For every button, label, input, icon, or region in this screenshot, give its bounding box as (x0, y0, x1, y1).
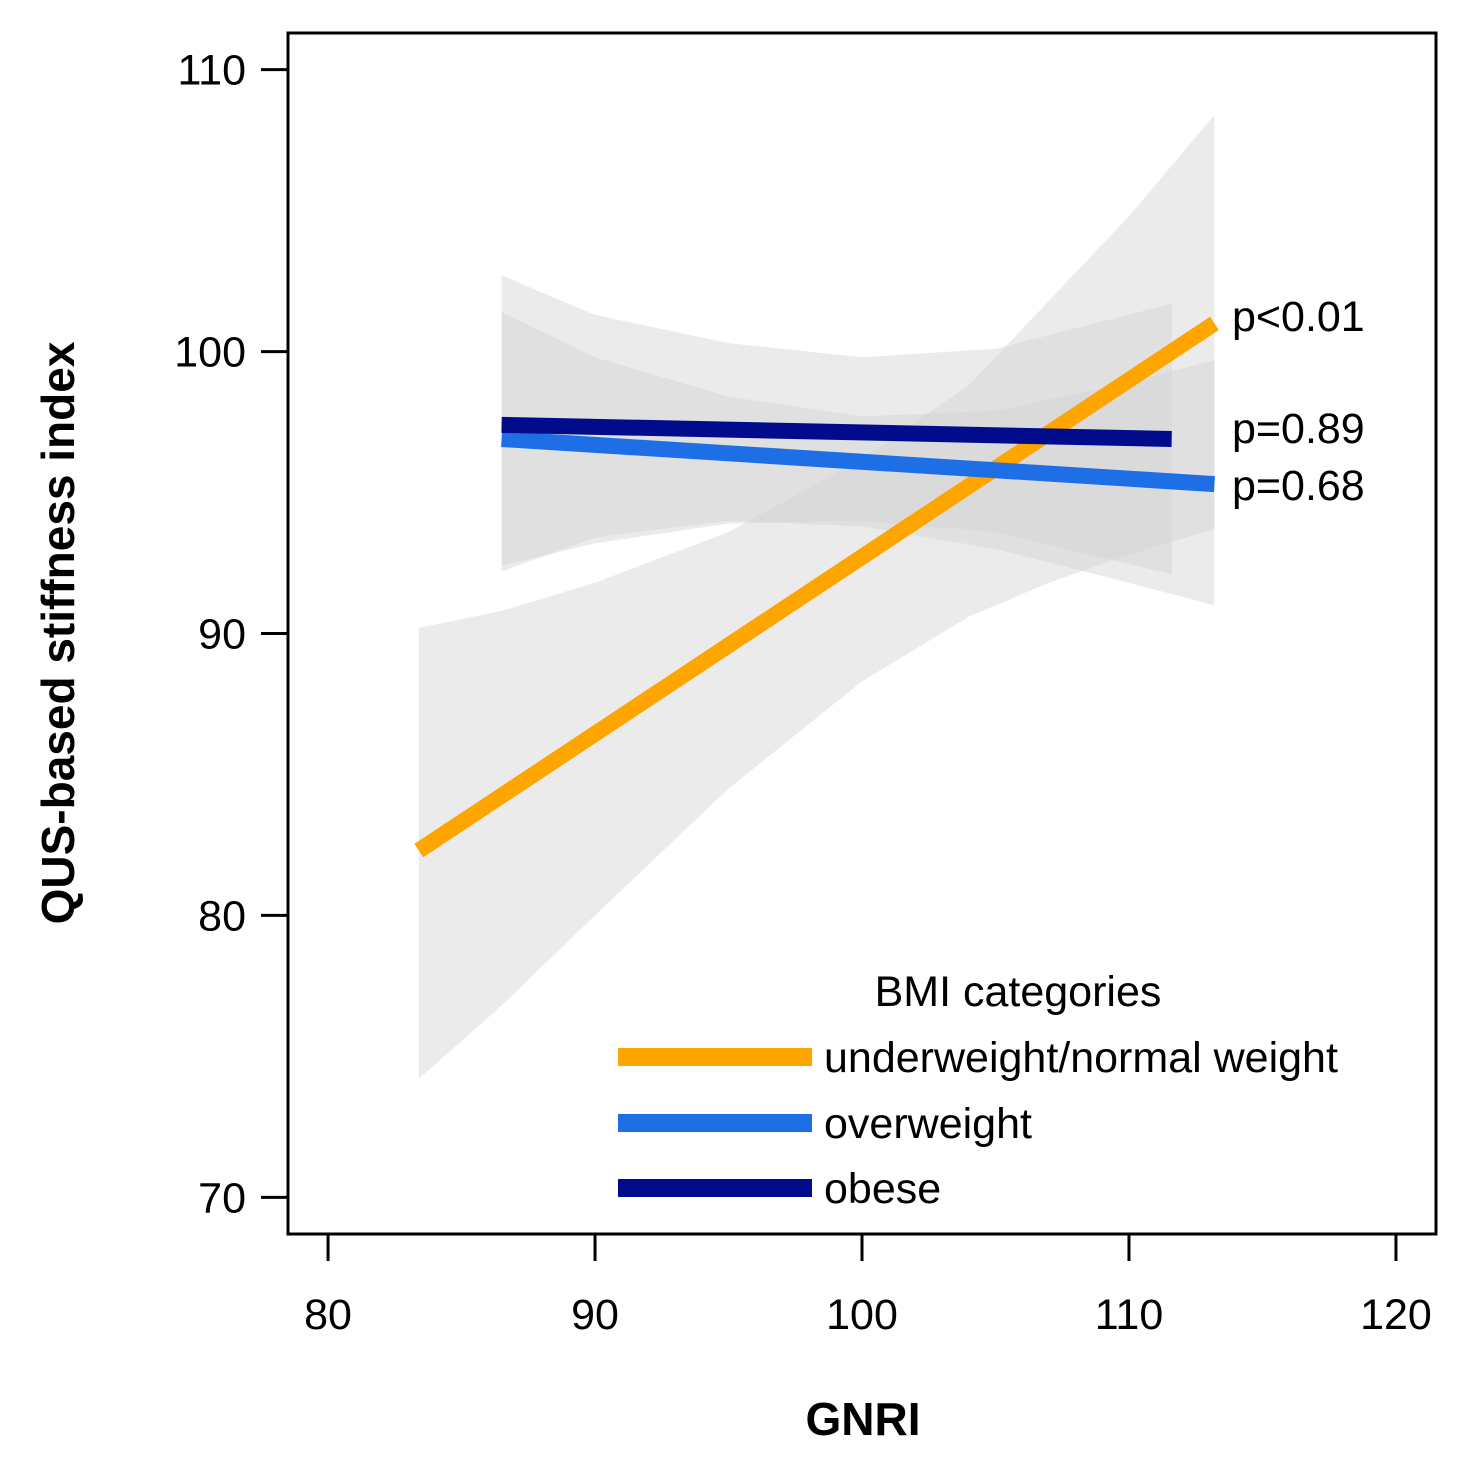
p-value-label-1: p=0.68 (1232, 462, 1365, 510)
x-axis: 80 90 100 110 120 (304, 1234, 1432, 1339)
legend-title: BMI categories (875, 968, 1162, 1016)
p-value-label-0: p<0.01 (1232, 293, 1365, 341)
x-tick-label: 90 (571, 1291, 619, 1339)
y-tick-label: 100 (174, 329, 246, 377)
p-value-label-2: p=0.89 (1232, 405, 1365, 453)
legend-label-2: obese (824, 1165, 941, 1213)
series-line-1 (501, 430, 1215, 493)
x-tick-label: 100 (826, 1291, 898, 1339)
y-tick-label: 70 (198, 1174, 246, 1222)
x-tick-label: 80 (304, 1291, 352, 1339)
series-line-0 (414, 316, 1219, 858)
y-axis: 70 80 90 100 110 (174, 47, 288, 1222)
regression-lines (414, 316, 1219, 858)
x-axis-title: GNRI (806, 1393, 921, 1445)
series-line-2 (501, 416, 1172, 447)
legend-label-1: overweight (824, 1100, 1032, 1148)
legend-label-0: underweight/normal weight (824, 1034, 1338, 1082)
ci-band-0 (418, 114, 1215, 1079)
x-tick-label: 110 (1095, 1291, 1164, 1339)
y-axis-title: QUS-based stiffness index (32, 341, 84, 924)
y-tick-label: 80 (198, 892, 246, 940)
legend: BMI categories underweight/normal weight… (618, 968, 1338, 1213)
x-tick-label: 120 (1360, 1291, 1432, 1339)
y-tick-label: 90 (198, 611, 246, 659)
y-tick-label: 110 (177, 47, 246, 95)
p-value-annotations: p<0.01 p=0.68 p=0.89 (1232, 293, 1365, 510)
confidence-bands (418, 114, 1215, 1079)
